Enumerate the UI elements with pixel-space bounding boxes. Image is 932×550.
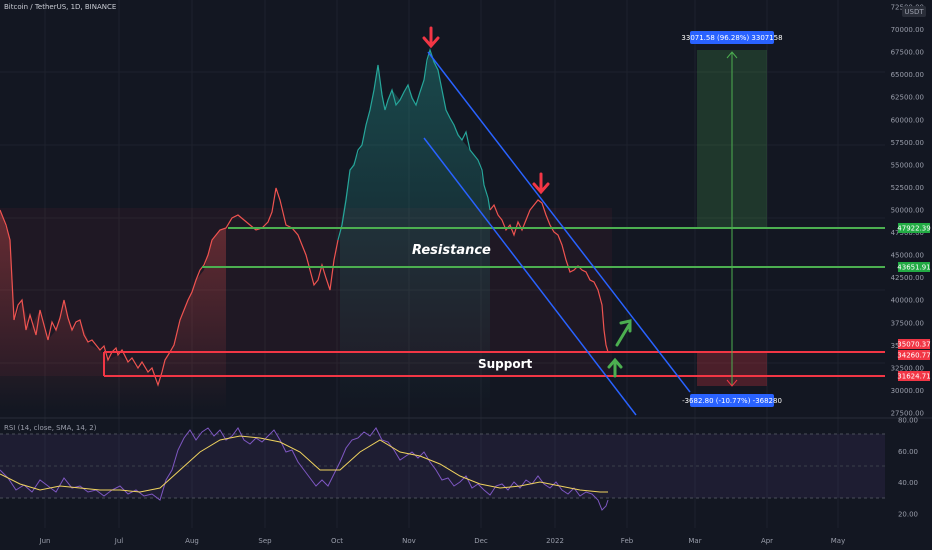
measure-up-tag[interactable] (690, 31, 774, 44)
channel-lower-line[interactable] (423, 137, 637, 416)
rsi-tick-label: 80.00 (898, 417, 918, 425)
price-tag (898, 371, 930, 381)
channel-upper-line[interactable] (427, 51, 691, 393)
arrow-up-icon (607, 357, 623, 378)
price-tick-label: 40000.00 (891, 297, 924, 305)
price-tick-label: 47500.00 (891, 229, 924, 237)
price-tag (898, 262, 930, 272)
price-tick-label: 62500.00 (891, 94, 924, 102)
price-tick-label: 57500.00 (891, 139, 924, 147)
resistance-label: Resistance (412, 243, 491, 258)
price-tag (898, 350, 930, 360)
time-tick-label: May (831, 537, 845, 545)
rsi-tick-label: 40.00 (898, 479, 918, 487)
rsi-axis[interactable]: 80.00 60.00 40.00 20.00 (898, 417, 918, 519)
rsi-title: RSI (14, close, SMA, 14, 2) (4, 424, 97, 432)
time-tick-label: Apr (761, 537, 773, 545)
price-tag (898, 223, 930, 233)
time-axis[interactable]: Jun Jul Aug Sep Oct Nov Dec 2022 Feb Mar Apr May (39, 537, 846, 545)
price-tick-label: 55000.00 (891, 161, 924, 169)
rsi-tick-label: 60.00 (898, 448, 918, 456)
price-tick-label: 30000.00 (891, 387, 924, 395)
price-tick-label: 42500.00 (891, 274, 924, 282)
time-tick-label: 2022 (546, 537, 564, 545)
time-tick-label: Jul (114, 537, 124, 545)
currency-label: USDT (904, 8, 924, 16)
measure-down-tag[interactable] (690, 394, 774, 407)
price-tick-label: 50000.00 (891, 207, 924, 215)
price-area-down (0, 210, 226, 410)
price-tick-label: 37500.00 (891, 319, 924, 327)
price-tick-label: 65000.00 (891, 71, 924, 79)
arrow-down-icon (422, 26, 440, 49)
time-tick-label: Sep (258, 537, 272, 545)
chart-title: Bitcoin / TetherUS, 1D, BINANCE (4, 3, 117, 11)
price-tick-label: 27500.00 (891, 410, 924, 418)
price-tags: 47922.39 43651.91 35070.37 34260.77 31624.71 (897, 223, 931, 381)
support-label: Support (478, 357, 533, 371)
price-tick-label: 67500.00 (891, 49, 924, 57)
measure-down-arrow-icon (726, 379, 738, 387)
time-tick-label: Dec (474, 537, 488, 545)
arrow-up-diagonal-icon (615, 319, 632, 347)
rsi-tick-label: 20.00 (898, 511, 918, 519)
measure-up-text: 33071.58 (96.28%) 3307158 (681, 34, 782, 42)
price-line-up (337, 48, 491, 241)
time-tick-label: Oct (331, 537, 343, 545)
time-tick-label: Feb (621, 537, 634, 545)
rsi-ma-line (0, 435, 608, 493)
time-tick-label: Nov (402, 537, 416, 545)
time-tick-label: Jun (39, 537, 51, 545)
price-tag-label: 35070.37 (897, 341, 930, 349)
measure-down-text: -3682.80 (-10.77%) -368280 (682, 397, 782, 405)
price-tag-label: 43651.91 (897, 264, 930, 272)
currency-badge[interactable] (902, 6, 926, 17)
time-tick-label: Mar (688, 537, 701, 545)
price-tag (898, 339, 930, 349)
price-tag-label: 34260.77 (897, 352, 930, 360)
price-tag-label: 31624.71 (897, 373, 930, 381)
price-tick-label: 32500.00 (891, 364, 924, 372)
time-tick-label: Aug (185, 537, 199, 545)
price-tick-label: 52500.00 (891, 184, 924, 192)
price-tag-label: 47922.39 (897, 225, 930, 233)
measure-up-arrow-icon (726, 51, 738, 59)
price-line-down (0, 187, 339, 387)
arrow-down-icon (532, 172, 550, 195)
price-tick-label: 70000.00 (891, 26, 924, 34)
price-tick-label: 45000.00 (891, 252, 924, 260)
price-area-up (340, 50, 490, 410)
price-tick-label: 60000.00 (891, 116, 924, 124)
rsi-line (0, 427, 609, 511)
